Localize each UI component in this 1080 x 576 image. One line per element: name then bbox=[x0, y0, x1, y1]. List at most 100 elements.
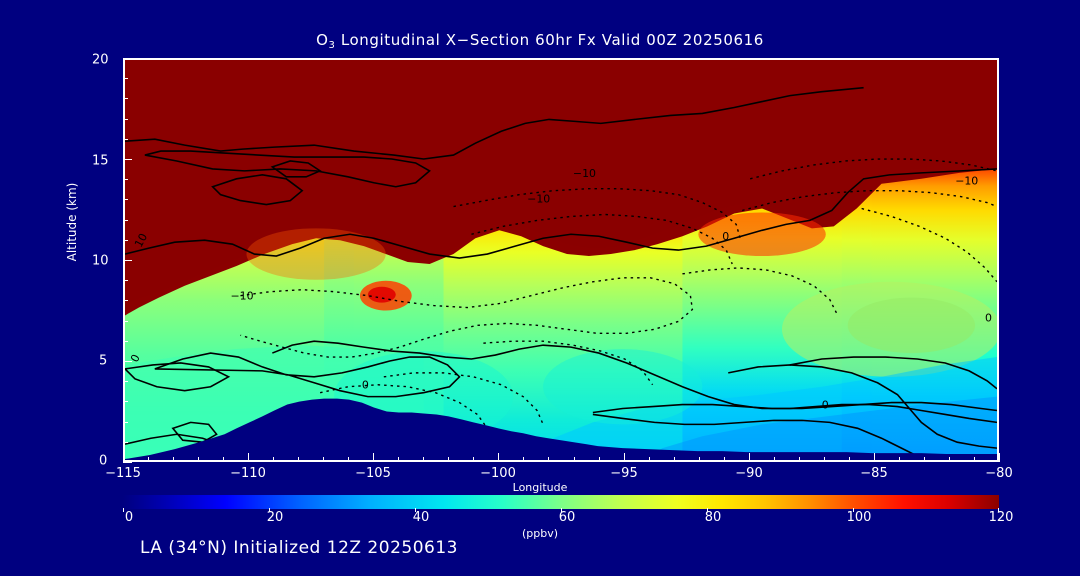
axis-tick bbox=[123, 260, 132, 261]
y-tick-label-10: 10 bbox=[92, 253, 109, 269]
x-axis-title: Longitude bbox=[512, 481, 568, 494]
cb-tick-20: 20 bbox=[266, 510, 284, 525]
axis-tick bbox=[123, 280, 128, 281]
cb-tick-60: 60 bbox=[558, 510, 576, 525]
axis-tick bbox=[123, 139, 128, 140]
axis-tick bbox=[574, 457, 575, 462]
axis-tick bbox=[523, 457, 524, 462]
axis-tick bbox=[624, 453, 625, 462]
colorbar-gradient bbox=[123, 495, 999, 509]
axis-tick bbox=[123, 159, 132, 160]
y-tick-label-20: 20 bbox=[92, 52, 109, 68]
x-tick-label-m100: −100 bbox=[480, 466, 516, 481]
axis-tick bbox=[974, 457, 975, 462]
axis-tick bbox=[148, 457, 149, 462]
wind-contours-dotted bbox=[240, 158, 997, 429]
axis-tick bbox=[423, 457, 424, 462]
axis-tick bbox=[649, 457, 650, 462]
contour-label-neg10-c: −10 bbox=[573, 167, 596, 180]
axis-tick bbox=[123, 381, 128, 382]
axis-tick bbox=[415, 508, 416, 512]
axis-tick bbox=[123, 401, 128, 402]
axis-tick bbox=[123, 508, 124, 512]
axis-tick bbox=[699, 457, 700, 462]
axis-tick bbox=[599, 457, 600, 462]
contour-label-10: 10 bbox=[132, 231, 150, 249]
axis-tick bbox=[899, 457, 900, 462]
contour-label-0-c: 0 bbox=[362, 379, 369, 392]
axis-tick bbox=[248, 453, 249, 462]
x-tick-label-m115: −115 bbox=[105, 466, 141, 481]
axis-tick bbox=[774, 457, 775, 462]
axis-tick bbox=[123, 98, 128, 99]
contour-label-neg10-d: −10 bbox=[955, 175, 978, 188]
axis-tick bbox=[269, 508, 270, 512]
axis-tick bbox=[998, 508, 999, 512]
contour-label-0-d: 0 bbox=[822, 399, 829, 412]
axis-tick bbox=[123, 462, 132, 463]
cb-tick-100: 100 bbox=[846, 510, 872, 525]
axis-tick bbox=[824, 457, 825, 462]
y-axis-title: Altitude (km) bbox=[65, 182, 79, 262]
x-tick-label-m105: −105 bbox=[355, 466, 391, 481]
axis-tick bbox=[123, 179, 128, 180]
axis-tick bbox=[707, 508, 708, 512]
terrain-mask bbox=[125, 398, 997, 460]
title-subscript: 3 bbox=[328, 40, 336, 51]
axis-tick bbox=[849, 457, 850, 462]
axis-tick bbox=[498, 453, 499, 462]
axis-tick bbox=[749, 453, 750, 462]
axis-tick bbox=[924, 457, 925, 462]
title-rest: Longitudinal X−Section 60hr Fx Valid 00Z… bbox=[335, 31, 764, 49]
colorbar-unit-label: (ppbv) bbox=[521, 527, 559, 540]
axis-tick bbox=[123, 453, 124, 462]
axis-tick bbox=[123, 361, 132, 362]
ozone-cross-section-field: 10 0 −10 −10 −10 0 0 0 0 −10 bbox=[125, 60, 997, 460]
axis-tick bbox=[448, 457, 449, 462]
x-tick-label-m90: −90 bbox=[735, 466, 763, 481]
axis-tick bbox=[724, 457, 725, 462]
cb-tick-120: 120 bbox=[988, 510, 1014, 525]
eastern-green-pocket bbox=[782, 281, 997, 377]
axis-tick bbox=[323, 457, 324, 462]
axis-tick bbox=[123, 119, 128, 120]
axis-tick bbox=[348, 457, 349, 462]
axis-tick bbox=[561, 508, 562, 512]
x-tick-label-m110: −110 bbox=[230, 466, 266, 481]
axis-tick bbox=[273, 457, 274, 462]
axis-tick bbox=[123, 341, 128, 342]
axis-tick bbox=[123, 78, 128, 79]
axis-tick bbox=[198, 457, 199, 462]
title-species: O bbox=[316, 31, 329, 49]
y-tick-label-15: 15 bbox=[92, 153, 109, 169]
axis-tick bbox=[173, 457, 174, 462]
axis-tick bbox=[123, 300, 128, 301]
cb-tick-40: 40 bbox=[412, 510, 430, 525]
axis-tick bbox=[949, 457, 950, 462]
x-tick-label-m80: −80 bbox=[985, 466, 1013, 481]
cb-tick-0: 0 bbox=[124, 510, 134, 525]
colorbar[interactable] bbox=[123, 494, 999, 509]
chart-title: O3 Longitudinal X−Section 60hr Fx Valid … bbox=[0, 31, 1080, 51]
contour-label-0-b: 0 bbox=[722, 230, 729, 243]
x-tick-label-m85: −85 bbox=[860, 466, 888, 481]
axis-tick bbox=[298, 457, 299, 462]
plot-area: 10 0 −10 −10 −10 0 0 0 0 −10 bbox=[123, 58, 999, 462]
axis-tick bbox=[799, 457, 800, 462]
cb-tick-80: 80 bbox=[704, 510, 722, 525]
axis-tick bbox=[874, 453, 875, 462]
axis-tick bbox=[398, 457, 399, 462]
axis-tick bbox=[123, 58, 132, 59]
axis-tick bbox=[373, 453, 374, 462]
y-tick-label-0: 0 bbox=[99, 453, 108, 469]
axis-tick bbox=[123, 422, 128, 423]
axis-tick bbox=[674, 457, 675, 462]
axis-tick bbox=[123, 442, 128, 443]
footer-caption: LA (34°N) Initialized 12Z 20250613 bbox=[140, 538, 458, 558]
axis-tick bbox=[548, 457, 549, 462]
axis-tick bbox=[999, 453, 1000, 462]
axis-tick bbox=[123, 220, 128, 221]
contour-label-neg10-b: −10 bbox=[527, 193, 550, 206]
contour-label-0-e: 0 bbox=[985, 311, 992, 324]
